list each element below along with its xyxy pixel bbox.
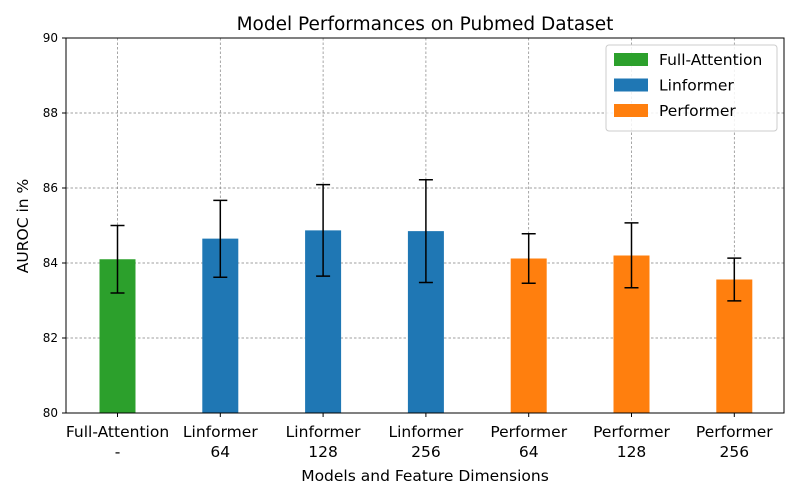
legend-label: Linformer	[659, 77, 734, 95]
x-tick-label-line2: -	[115, 443, 121, 461]
bar	[716, 279, 753, 413]
x-tick-label-line2: 256	[720, 443, 750, 461]
error-bars-layer	[110, 179, 742, 302]
x-tick-label-line1: Full-Attention	[66, 423, 169, 441]
x-tick-label-line1: Performer	[696, 423, 773, 441]
chart-title: Model Performances on Pubmed Dataset	[237, 14, 614, 35]
legend-frame	[605, 44, 778, 132]
x-tick-label-line2: 64	[210, 443, 230, 461]
bar	[510, 258, 547, 413]
x-tick-label-line2: 256	[411, 443, 441, 461]
y-tick-label: 80	[43, 406, 58, 420]
x-tick-label-line2: 128	[617, 443, 647, 461]
x-tick-label-line2: 64	[519, 443, 539, 461]
x-tick-label-line1: Performer	[490, 423, 567, 441]
y-axis-label: AUROC in %	[14, 179, 32, 273]
legend-swatch	[614, 53, 648, 66]
x-tick-label-line1: Linformer	[286, 423, 361, 441]
legend-swatch	[614, 104, 648, 117]
x-tick-label-line1: Linformer	[183, 423, 258, 441]
y-ticks: 80 82 84 86 88 90	[43, 31, 66, 420]
legend-swatch	[614, 78, 648, 92]
y-tick-label: 82	[43, 331, 58, 345]
legend-label: Performer	[659, 102, 736, 120]
x-tick-label-line1: Performer	[593, 423, 670, 441]
y-tick-label: 86	[43, 181, 58, 195]
y-tick-label: 84	[43, 256, 58, 270]
plot-frame	[65, 37, 785, 414]
x-tick-label-line2: 128	[308, 443, 338, 461]
y-tick-label: 88	[43, 106, 58, 120]
y-tick-label: 90	[43, 31, 58, 45]
x-ticks: Full-Attention - Linformer 64 Linformer 128 Li…	[66, 413, 773, 461]
x-tick-label-line1: Linformer	[388, 423, 463, 441]
legend: Full-Attention Linformer Performer	[605, 44, 778, 132]
x-axis-label: Models and Feature Dimensions	[301, 467, 549, 485]
legend-label: Full-Attention	[659, 51, 762, 69]
